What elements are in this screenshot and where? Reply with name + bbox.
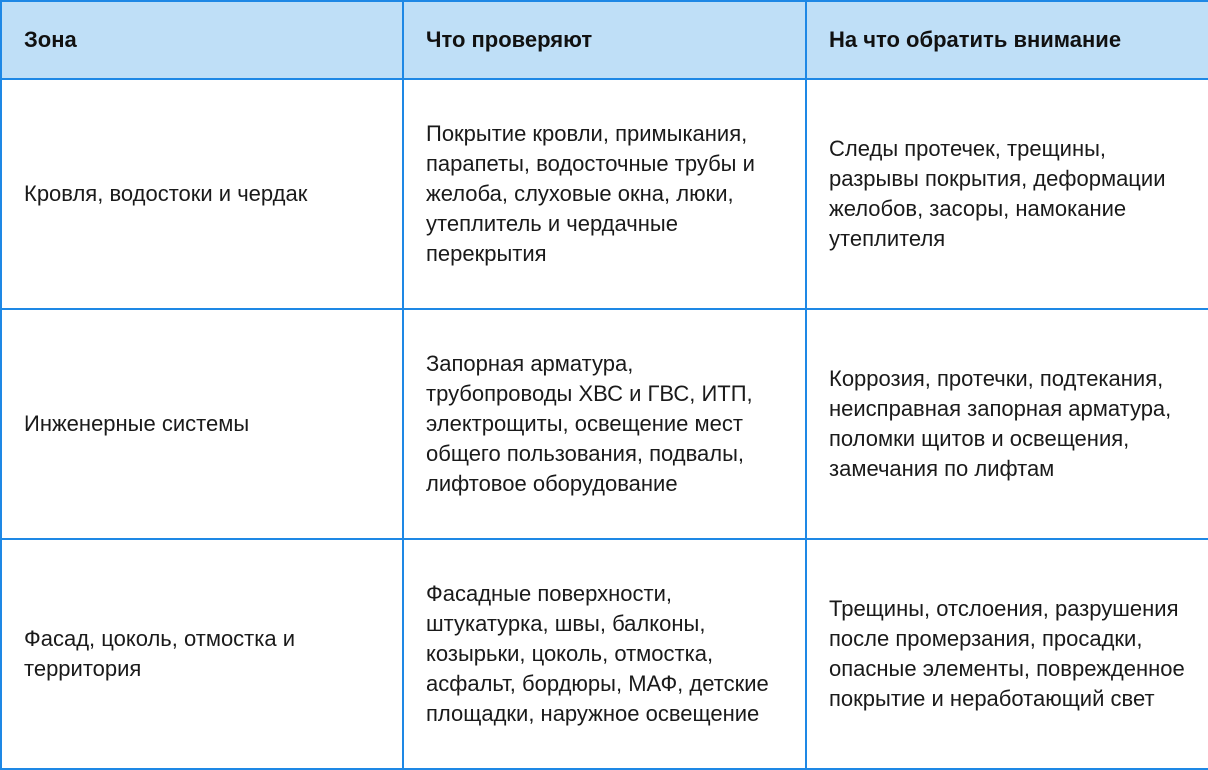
- cell-attention: Следы протечек, трещины, разрывы покрыти…: [805, 77, 1208, 310]
- cell-attention: Коррозия, протечки, подтекания, неисправ…: [805, 307, 1208, 540]
- cell-attention: Трещины, отслоения, разрушения после про…: [805, 537, 1208, 770]
- header-what-checked: Что проверяют: [402, 0, 807, 80]
- cell-what-checked: Запорная арматура, трубопроводы ХВС и ГВ…: [402, 307, 807, 540]
- table-row: Кровля, водостоки и чердак Покрытие кров…: [0, 77, 1208, 310]
- cell-zone: Инженерные системы: [0, 307, 404, 540]
- cell-what-checked: Покрытие кровли, примыкания, парапеты, в…: [402, 77, 807, 310]
- header-zone: Зона: [0, 0, 404, 80]
- table-row: Инженерные системы Запорная арматура, тр…: [0, 307, 1208, 540]
- cell-what-checked: Фасадные поверхности, штукатурка, швы, б…: [402, 537, 807, 770]
- cell-zone: Фасад, цоколь, отмостка и территория: [0, 537, 404, 770]
- cell-zone: Кровля, водостоки и чердак: [0, 77, 404, 310]
- table-row: Фасад, цоколь, отмостка и территория Фас…: [0, 537, 1208, 770]
- header-attention: На что обратить внимание: [805, 0, 1208, 80]
- header-row: Зона Что проверяют На что обратить внима…: [0, 0, 1208, 80]
